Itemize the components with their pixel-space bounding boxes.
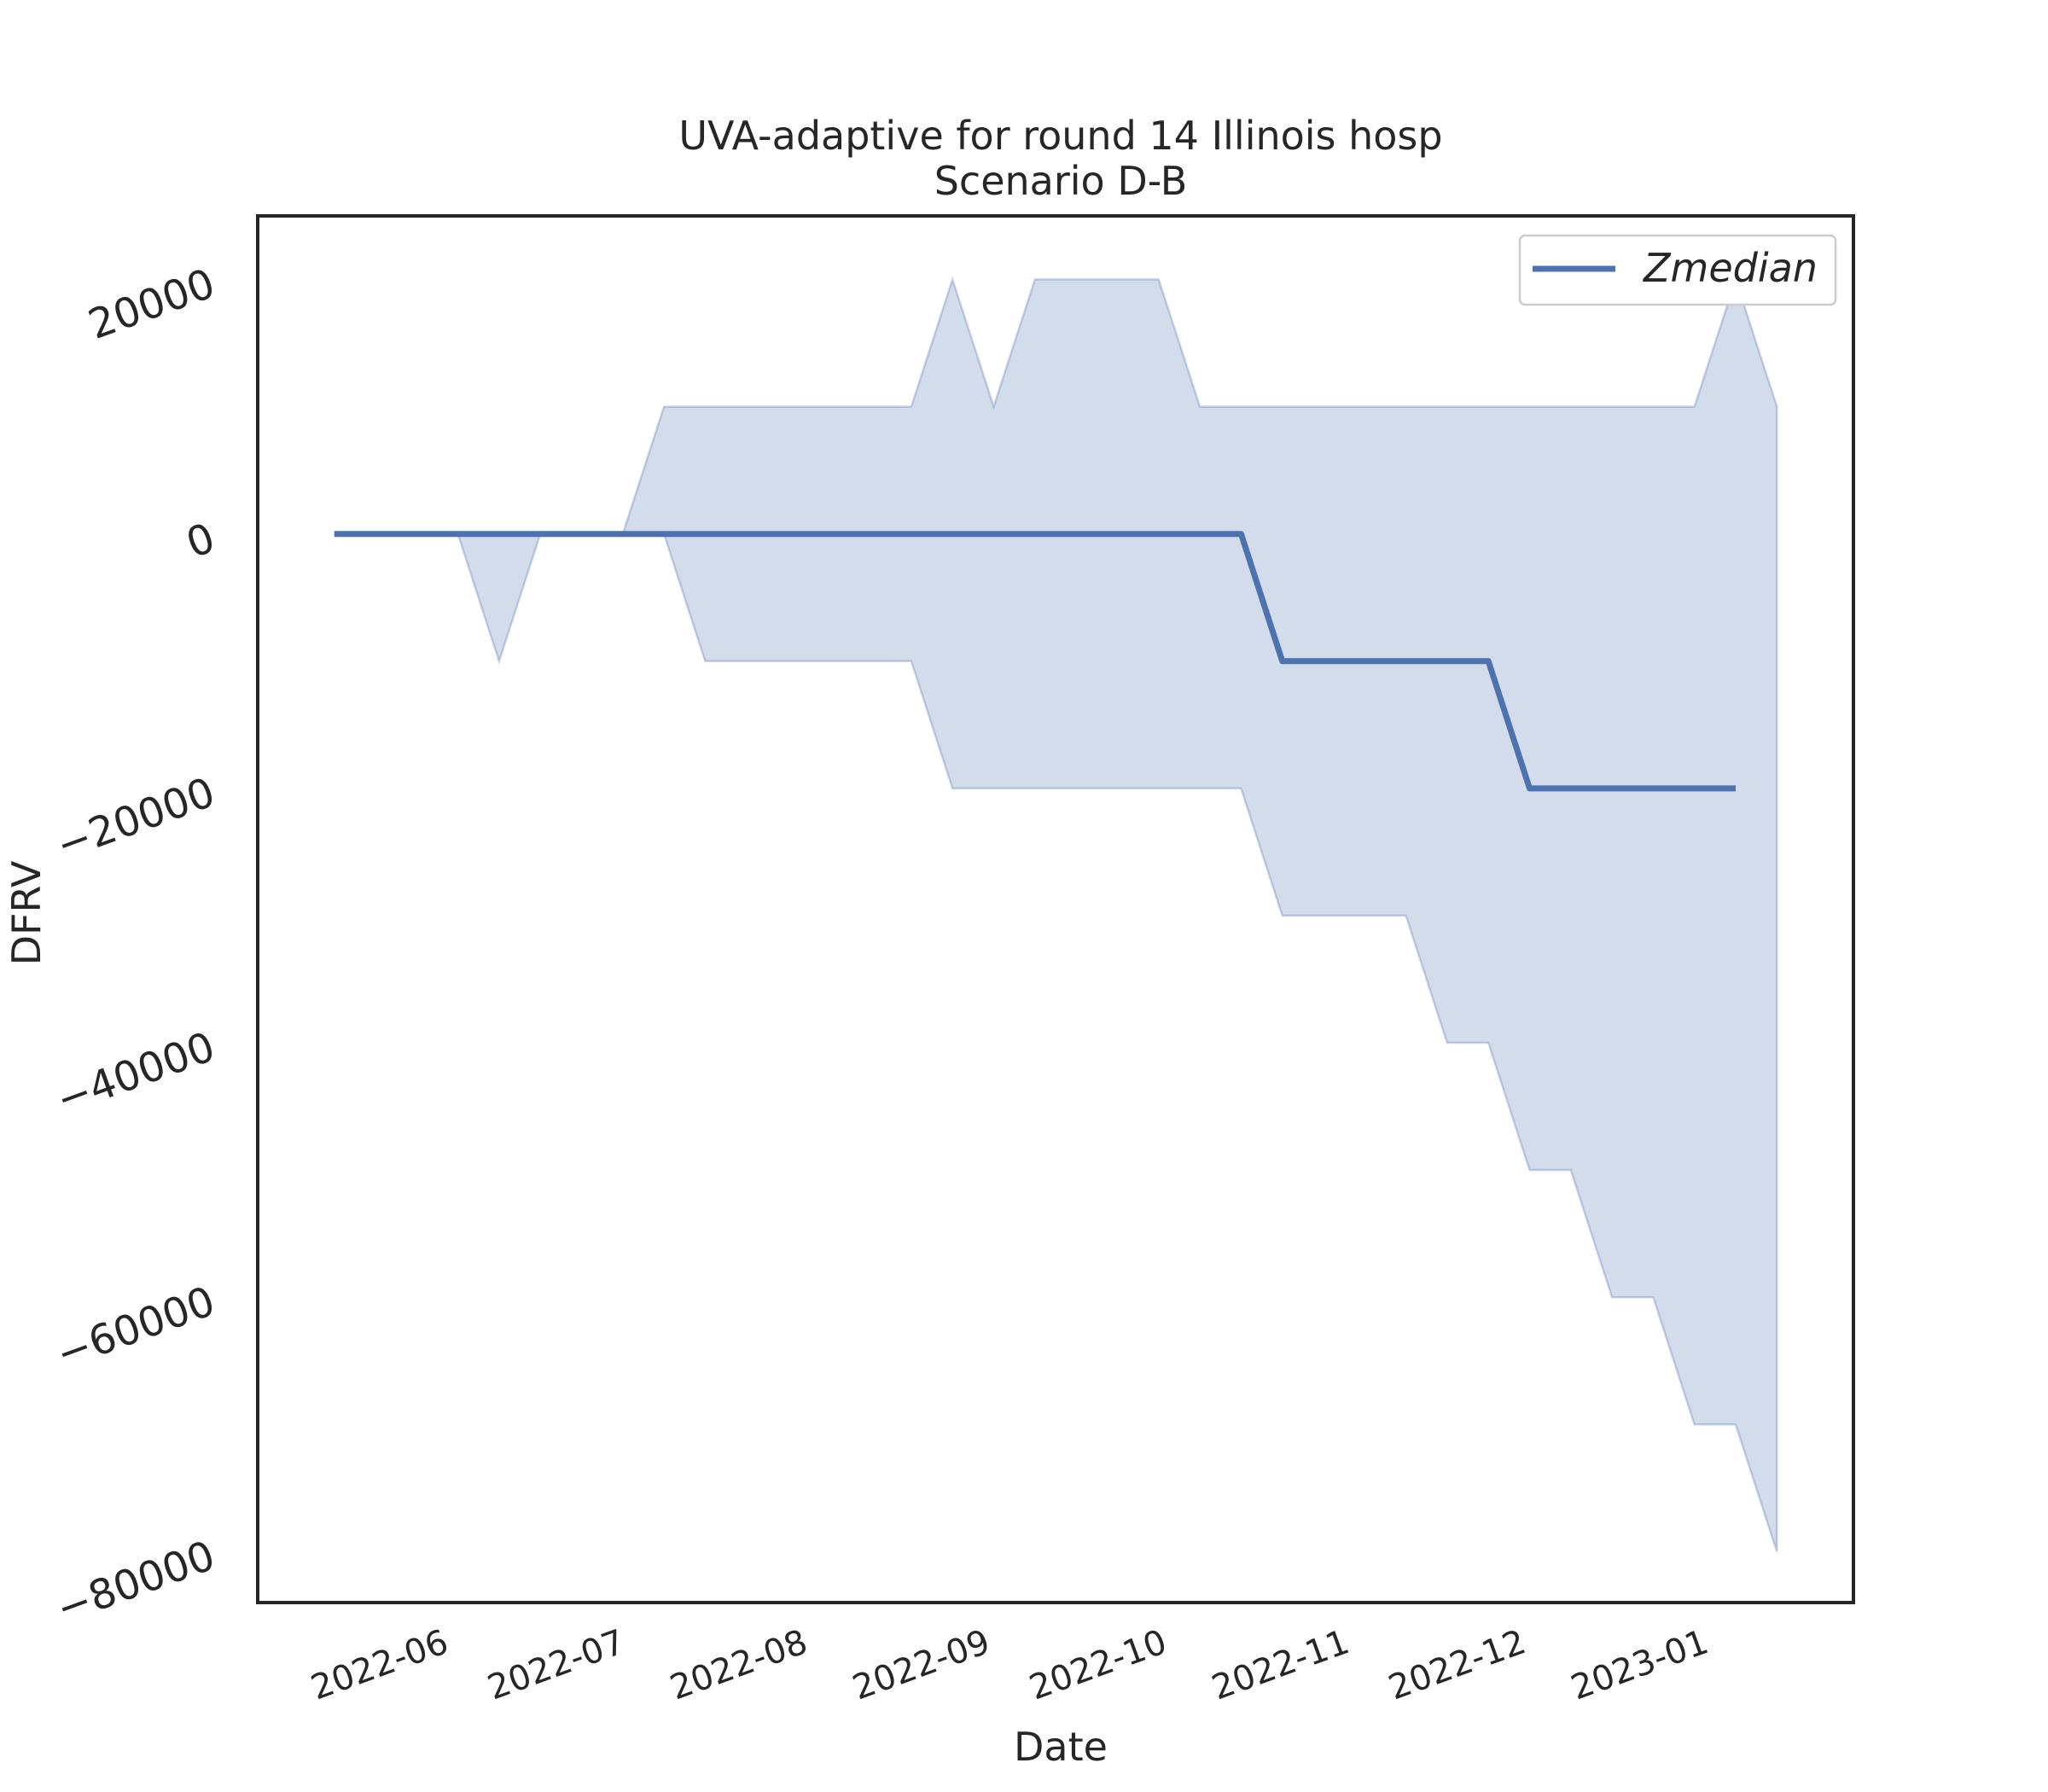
x-tick-label: 2022-11 [1207,1622,1354,1708]
y-tick-label: −60000 [50,1277,221,1379]
confidence-band [334,276,1778,1552]
legend-box [1518,234,1837,306]
y-tick-label: −80000 [50,1532,221,1633]
y-axis-label: DFRV [3,860,49,965]
legend: Zmedian [1518,234,1837,306]
y-tick-label: −40000 [50,1023,221,1125]
y-tick-label: −20000 [50,769,221,870]
y-axis-ticks: 20000 0 −20000 −40000 −60000 −80000 [50,259,221,1632]
x-tick-label: 2022-08 [665,1622,812,1708]
plot-area [256,214,1855,1604]
x-tick-label: 2022-09 [847,1622,995,1708]
axes-frame [256,214,1855,1604]
chart-title: UVA-adaptive for round 14 Illinois hosp [678,113,1442,159]
x-axis-ticks: 2022-06 2022-07 2022-08 2022-09 2022-10 2022-… [306,1622,1713,1708]
series-line-zmedian [334,531,1736,792]
y-tick-label: 20000 [82,259,221,349]
x-tick-label: 2022-06 [306,1622,454,1708]
x-axis-label: Date [1014,1724,1108,1770]
x-tick-label: 2022-10 [1024,1622,1172,1708]
x-tick-label: 2022-07 [483,1622,631,1708]
x-tick-label: 2023-01 [1566,1622,1713,1708]
chart-subtitle: Scenario D-B [934,158,1188,204]
legend-label-zmedian: Zmedian [1642,245,1818,291]
x-tick-label: 2022-12 [1383,1622,1531,1708]
y-tick-label: 0 [180,514,221,567]
